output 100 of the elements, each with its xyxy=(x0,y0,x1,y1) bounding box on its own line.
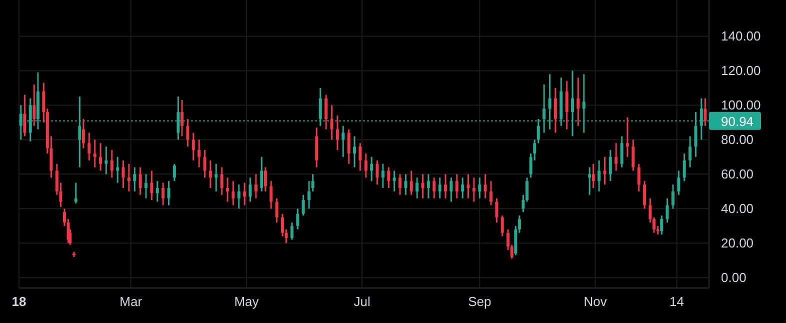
candlestick xyxy=(671,184,674,210)
candlestick xyxy=(243,182,246,206)
candlestick xyxy=(455,173,458,200)
candlestick xyxy=(404,173,408,196)
candlestick xyxy=(643,180,646,210)
candlestick xyxy=(410,170,413,196)
candlestick xyxy=(478,176,482,200)
candlestick xyxy=(192,132,195,162)
candlestick xyxy=(370,156,374,182)
candlestick xyxy=(186,118,190,148)
candlestick xyxy=(180,99,184,137)
candlestick xyxy=(603,156,606,186)
candlestick xyxy=(620,135,624,168)
candlestick xyxy=(74,182,78,204)
candlestick xyxy=(421,173,424,200)
candlestick xyxy=(387,166,390,189)
candlestick xyxy=(275,198,278,224)
candlestick xyxy=(270,180,273,210)
y-tick-label: 0.00 xyxy=(721,270,746,285)
candlestick xyxy=(172,163,176,182)
candlestick xyxy=(461,176,464,200)
candlestick xyxy=(466,173,470,200)
candlestick xyxy=(484,173,487,200)
candlestick xyxy=(450,176,453,203)
candlestick xyxy=(264,166,267,192)
candlestick xyxy=(237,184,240,210)
candlestick xyxy=(162,182,165,206)
candlestick xyxy=(626,116,629,158)
x-tick-label: Sep xyxy=(468,294,492,310)
candlestick xyxy=(614,142,618,172)
candlestick xyxy=(592,163,595,189)
candlestick xyxy=(104,146,108,175)
candlestick xyxy=(660,214,664,236)
candlestick xyxy=(260,156,264,192)
candlestick xyxy=(88,132,91,162)
candlestick xyxy=(608,149,612,182)
candlestick xyxy=(688,135,692,168)
x-tick-label: Mar xyxy=(120,294,143,310)
candlestick xyxy=(156,180,159,203)
candlestick xyxy=(167,180,170,206)
candlestick xyxy=(144,173,148,200)
candlestick xyxy=(438,176,442,200)
candlestick xyxy=(232,180,235,206)
candlestick xyxy=(432,176,436,200)
candlestick xyxy=(138,166,142,196)
candlestick xyxy=(426,173,430,200)
candlestick xyxy=(127,163,130,192)
candlestick xyxy=(598,160,601,192)
x-tick-label: Nov xyxy=(584,294,608,310)
y-tick-label: 80.00 xyxy=(721,132,754,147)
candlestick xyxy=(296,208,300,230)
candlestick xyxy=(632,138,635,172)
candlestick xyxy=(32,84,36,127)
candlestick xyxy=(353,135,356,168)
candlestick xyxy=(637,163,640,192)
candlestick xyxy=(392,170,396,192)
candlestick xyxy=(226,176,230,203)
candlestick xyxy=(416,176,419,200)
candlestick xyxy=(254,173,258,200)
candlestick xyxy=(150,170,154,201)
candlestick xyxy=(220,166,224,196)
candlestick xyxy=(704,98,707,127)
candlestick xyxy=(677,170,680,196)
candlestick xyxy=(364,152,368,178)
candlestick xyxy=(214,163,218,192)
y-tick-label: 140.00 xyxy=(721,28,761,44)
x-tick-label: May xyxy=(234,294,260,310)
candlestick xyxy=(381,163,384,189)
candlestick xyxy=(358,142,362,172)
candlestick xyxy=(336,114,339,151)
candlestick xyxy=(198,138,201,168)
candlestick xyxy=(342,125,345,158)
x-tick-label: 18 xyxy=(12,294,26,310)
candlestick xyxy=(290,222,294,240)
candlestick xyxy=(666,198,669,224)
candlestick xyxy=(472,176,476,203)
candlestick xyxy=(576,76,580,127)
candlestick xyxy=(495,198,498,224)
x-tick-label: 14 xyxy=(670,294,684,310)
candlestick xyxy=(208,160,212,189)
candlestick xyxy=(110,149,114,178)
candlestick xyxy=(330,104,334,140)
candlestick xyxy=(554,87,557,134)
y-tick-label: 100.00 xyxy=(721,97,761,112)
candlestick xyxy=(565,80,568,130)
candlestick xyxy=(93,138,96,168)
x-tick-label: Jul xyxy=(354,294,371,310)
candlestick xyxy=(133,166,136,192)
y-tick-label: 60.00 xyxy=(721,166,754,182)
candlestick xyxy=(490,180,493,206)
ref-line-label: 90.94 xyxy=(721,114,754,129)
y-tick-label: 20.00 xyxy=(721,235,754,250)
candlestick xyxy=(500,214,504,238)
candlestick xyxy=(376,160,379,186)
candlestick xyxy=(444,173,448,200)
candlestick xyxy=(23,94,26,137)
candlestick xyxy=(203,149,206,178)
candlestick xyxy=(248,176,252,203)
candlestick xyxy=(308,180,311,210)
y-tick-label: 120.00 xyxy=(721,62,761,78)
